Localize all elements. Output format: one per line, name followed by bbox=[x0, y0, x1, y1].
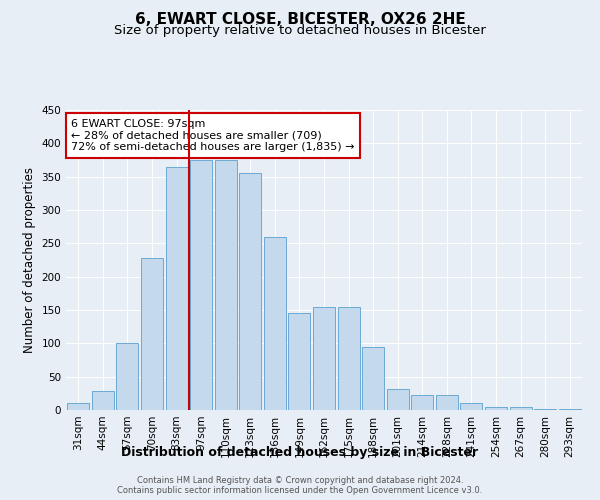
Bar bbox=[264, 236, 286, 410]
Bar bbox=[313, 306, 335, 410]
Bar bbox=[289, 314, 310, 410]
Bar bbox=[436, 396, 458, 410]
Bar bbox=[215, 160, 237, 410]
Bar bbox=[92, 392, 114, 410]
Text: Size of property relative to detached houses in Bicester: Size of property relative to detached ho… bbox=[114, 24, 486, 37]
Bar bbox=[559, 408, 581, 410]
Text: 6 EWART CLOSE: 97sqm
← 28% of detached houses are smaller (709)
72% of semi-deta: 6 EWART CLOSE: 97sqm ← 28% of detached h… bbox=[71, 119, 355, 152]
Bar bbox=[190, 160, 212, 410]
Bar bbox=[509, 406, 532, 410]
Bar bbox=[411, 396, 433, 410]
Text: 6, EWART CLOSE, BICESTER, OX26 2HE: 6, EWART CLOSE, BICESTER, OX26 2HE bbox=[134, 12, 466, 28]
Bar bbox=[460, 402, 482, 410]
Bar bbox=[141, 258, 163, 410]
Text: Contains HM Land Registry data © Crown copyright and database right 2024.
Contai: Contains HM Land Registry data © Crown c… bbox=[118, 476, 482, 495]
Y-axis label: Number of detached properties: Number of detached properties bbox=[23, 167, 36, 353]
Bar bbox=[166, 166, 188, 410]
Bar bbox=[67, 404, 89, 410]
Bar bbox=[485, 406, 507, 410]
Bar bbox=[239, 174, 262, 410]
Bar bbox=[116, 344, 139, 410]
Text: Distribution of detached houses by size in Bicester: Distribution of detached houses by size … bbox=[121, 446, 479, 459]
Bar bbox=[386, 388, 409, 410]
Bar bbox=[362, 346, 384, 410]
Bar bbox=[338, 306, 359, 410]
